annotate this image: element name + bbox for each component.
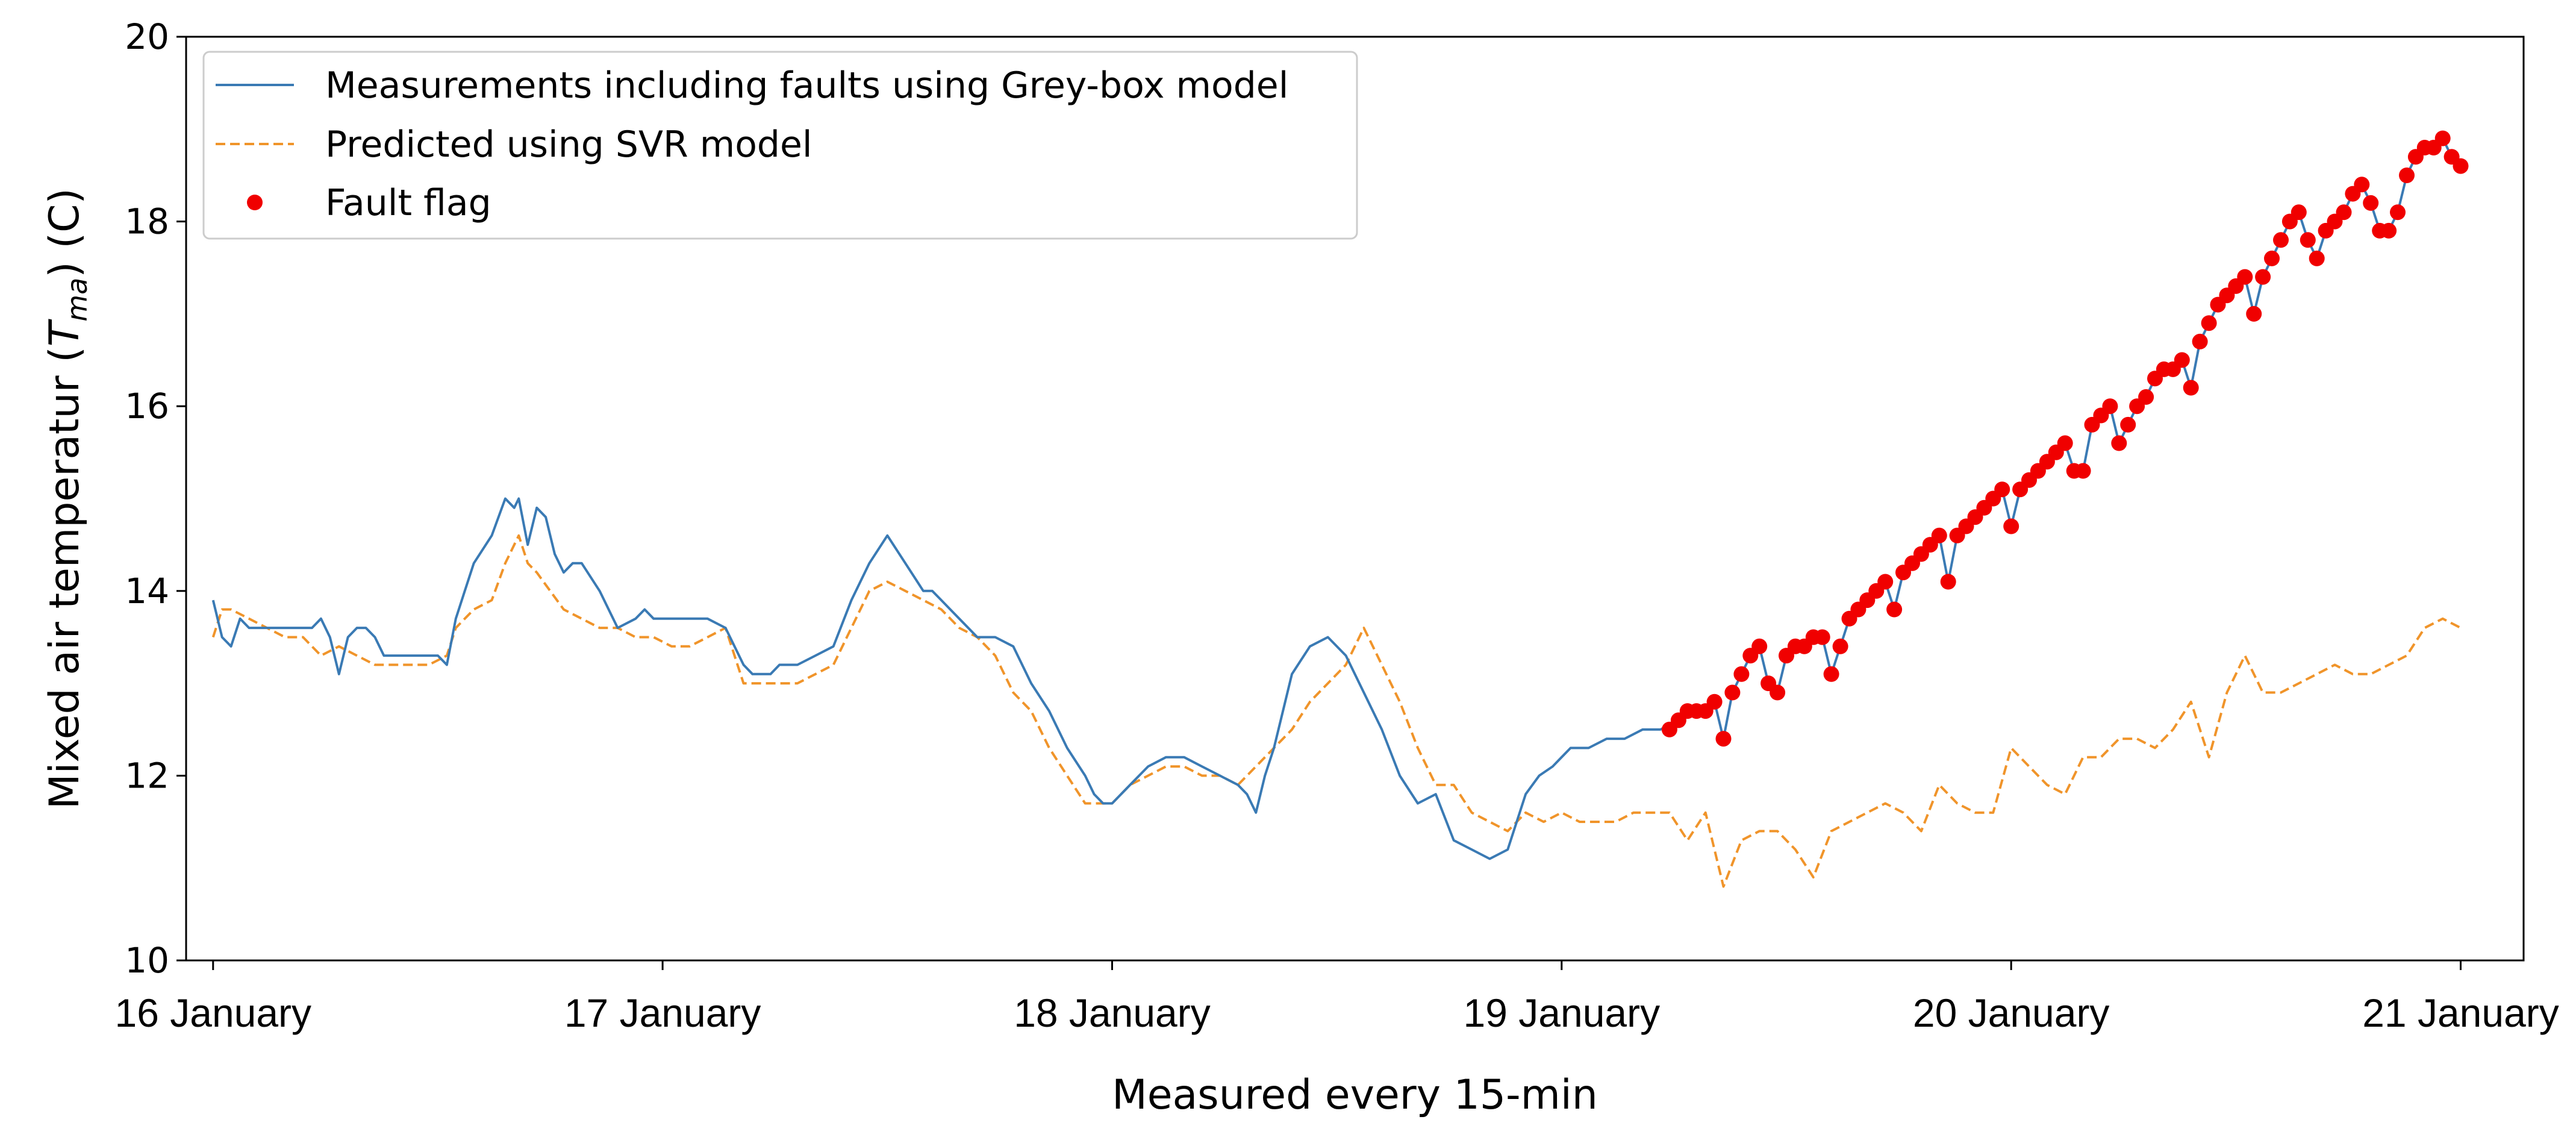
fault-flag-point <box>2363 195 2379 211</box>
fault-flag-point <box>1706 694 1723 710</box>
fault-flag-point <box>1877 574 1894 590</box>
fault-flag-point <box>2264 250 2280 266</box>
y-axis-title-symbol: T <box>41 319 89 346</box>
fault-flag-point <box>2336 204 2352 221</box>
fault-flag-point <box>2354 177 2370 193</box>
fault-flag-point <box>2120 416 2136 433</box>
predicted-series-line <box>211 534 2462 888</box>
fault-flag-point <box>1814 629 1830 645</box>
fault-flag-point <box>2453 158 2469 174</box>
y-tick-label: 16 <box>125 386 169 427</box>
fault-flag-point <box>2291 204 2307 221</box>
x-tick-label: 21 January <box>2362 991 2559 1035</box>
x-axis-title: Measured every 15-min <box>1112 1071 1598 1119</box>
fault-flag-point <box>1733 666 1750 682</box>
fault-flag-point <box>1940 574 1956 590</box>
fault-flag-point <box>2434 130 2451 146</box>
fault-flag-point <box>2111 435 2127 451</box>
legend-label: Measurements including faults using Grey… <box>325 64 1288 107</box>
fault-flag-point <box>1724 684 1741 701</box>
fault-flag-point <box>2075 463 2091 479</box>
fault-flag-point <box>2390 204 2406 221</box>
fault-flag-point <box>2237 269 2253 285</box>
fault-flag-point <box>2300 232 2316 248</box>
fault-flag-point <box>2309 250 2325 266</box>
fault-flag-point <box>1832 638 1848 654</box>
legend: Measurements including faults using Grey… <box>202 51 1358 240</box>
y-tick-label: 14 <box>125 571 169 612</box>
fault-flag-point <box>2192 333 2208 349</box>
fault-flag-point <box>1931 527 1947 543</box>
fault-flag-point <box>2381 222 2397 239</box>
x-tick-label: 17 January <box>564 991 761 1035</box>
fault-flag-point <box>2057 435 2073 451</box>
fault-flag-point <box>1994 481 2010 498</box>
legend-marker-swatch <box>247 195 263 210</box>
x-tick-label: 18 January <box>1014 991 1211 1035</box>
y-tick-label: 18 <box>125 201 169 242</box>
y-axis-title-suffix: ) (C) <box>41 188 89 278</box>
y-axis-title-prefix: Mixed air temperatur ( <box>41 346 89 809</box>
fault-flag-point <box>2102 398 2118 415</box>
fault-flag-point <box>1715 731 1732 747</box>
x-tick-label: 16 January <box>114 991 311 1035</box>
legend-label: Fault flag <box>325 182 491 224</box>
fault-flag-point <box>2138 389 2154 405</box>
fault-flag-point <box>2183 380 2199 396</box>
fault-flag-point <box>1770 684 1786 701</box>
fault-flag-point <box>2399 168 2415 183</box>
y-tick-label: 20 <box>125 16 169 57</box>
y-tick-label: 10 <box>125 940 169 981</box>
y-axis-title: Mixed air temperatur (Tma) (C) <box>41 188 93 809</box>
fault-flag-point <box>1823 666 1839 682</box>
y-tick-label: 12 <box>125 755 169 796</box>
fault-flag-point <box>2003 518 2019 534</box>
fault-flag-point <box>2174 352 2190 368</box>
fault-flag-point <box>2255 269 2271 285</box>
plot-frame <box>185 36 2525 962</box>
legend-label: Predicted using SVR model <box>325 124 812 166</box>
fault-flag-point <box>2273 232 2289 248</box>
axes-layer: 10 12 14 16 18 20 16 January 17 January 18 Janua… <box>114 16 2559 1035</box>
y-axis-title-subscript: ma <box>61 278 93 322</box>
x-tick-label: 20 January <box>1913 991 2110 1035</box>
legend-box <box>202 51 1358 240</box>
series-layer <box>211 130 2469 888</box>
fault-flag-point <box>1886 601 1903 618</box>
x-tick-label: 19 January <box>1464 991 1661 1035</box>
fault-flag-point <box>2201 315 2217 331</box>
fault-flag-point <box>1751 638 1768 654</box>
fault-flag-point <box>2246 305 2262 322</box>
